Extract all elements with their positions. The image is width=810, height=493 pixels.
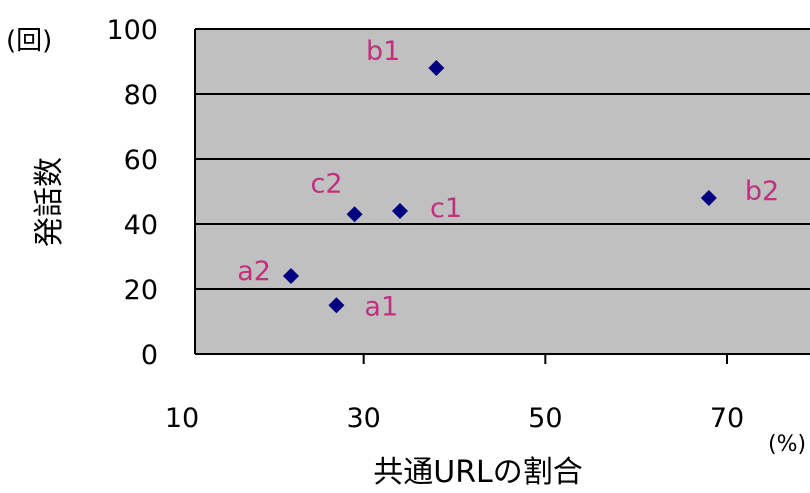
x-axis-title: 共通URLの割合 bbox=[373, 455, 583, 490]
x-tick-marks bbox=[362, 354, 728, 364]
y-tick-label: 40 bbox=[124, 210, 158, 241]
y-tick-label: 80 bbox=[124, 80, 158, 111]
data-point-b2 bbox=[700, 190, 717, 206]
y-tick-label: 0 bbox=[141, 340, 158, 371]
point-label-b2: b2 bbox=[745, 176, 779, 207]
point-label-a1: a1 bbox=[364, 291, 398, 322]
x-tick-labels: 10 30 50 70 bbox=[165, 403, 744, 434]
point-label-c1: c1 bbox=[430, 193, 462, 224]
y-unit-label: (回) bbox=[6, 26, 52, 56]
data-point-a2 bbox=[283, 268, 299, 284]
data-point-c2 bbox=[346, 206, 363, 223]
x-tick-label: 50 bbox=[528, 403, 562, 434]
data-point-c1 bbox=[392, 203, 408, 219]
x-tick-label: 30 bbox=[346, 403, 380, 434]
y-tick-labels: 0 20 40 60 80 100 bbox=[106, 15, 158, 371]
y-tick-label: 20 bbox=[124, 275, 158, 306]
y-tick-label: 100 bbox=[106, 15, 158, 46]
y-axis-title: 発話数 bbox=[32, 157, 67, 247]
y-tick-label: 60 bbox=[124, 145, 158, 176]
x-tick-label: 10 bbox=[165, 403, 199, 434]
x-unit-label: (%) bbox=[768, 432, 806, 457]
point-label-b1: b1 bbox=[366, 36, 400, 67]
grid-lines bbox=[195, 28, 810, 290]
plot-area bbox=[195, 29, 810, 354]
point-label-c2: c2 bbox=[311, 168, 343, 199]
point-labels: b1 b2 c2 c1 a2 a1 bbox=[237, 36, 779, 322]
x-tick-label: 70 bbox=[710, 403, 744, 434]
data-point-a1 bbox=[328, 297, 345, 314]
data-point-b1 bbox=[428, 60, 445, 76]
point-label-a2: a2 bbox=[237, 256, 271, 287]
data-points bbox=[283, 60, 717, 314]
